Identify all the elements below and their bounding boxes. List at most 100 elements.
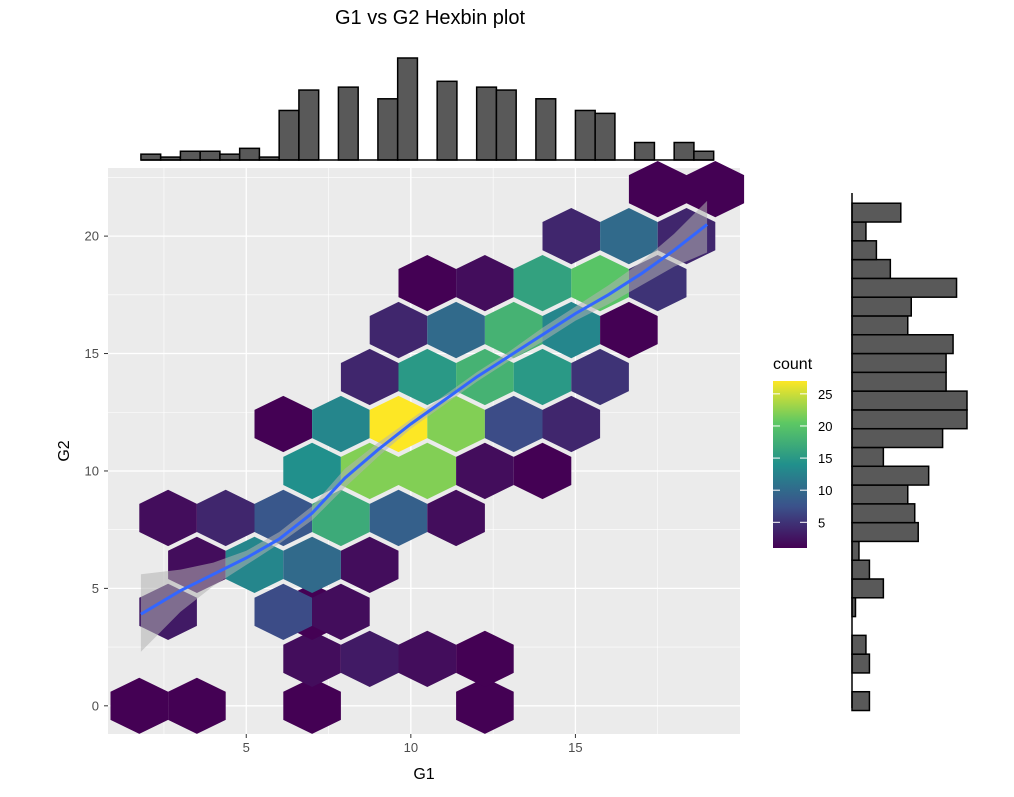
hexbin-cell [369,395,428,453]
hexbin-cell [456,630,514,687]
hexbin-cell [513,348,572,406]
right-histogram-bar [851,446,885,468]
hexbin-cell [340,536,399,593]
hexbin-cell [398,442,457,500]
y-tick-label: 5 [92,581,99,596]
hexbin-cell [456,677,514,734]
top-histogram-bar [199,150,221,161]
hexbin-cell [283,536,341,593]
legend-ticks: 5 10 15 20 25 [773,387,832,530]
top-marginal-histogram [140,57,715,161]
top-histogram-bar [673,141,695,161]
top-histogram-bar [475,86,498,161]
legend-tick-label: 15 [818,451,832,466]
hexbin-cell [254,489,313,547]
hexbin-cell [686,161,745,218]
hexbin-cell [340,630,399,687]
hexbin-cell [484,395,543,453]
right-histogram-bar [851,690,871,712]
hexbin-cell [340,442,399,500]
y-tick-label: 0 [92,698,99,713]
legend-title: count [773,356,813,373]
top-histogram-bar [219,153,241,161]
chart-title: G1 vs G2 Hexbin plot [335,7,526,29]
hexbin-cell [398,348,457,406]
right-histogram-bar [851,578,885,599]
hexbin-cell [456,255,514,312]
right-histogram-bar [851,221,867,242]
legend-tick-label: 10 [818,483,832,498]
hexbin-cell [398,630,457,687]
right-histogram-bar [851,484,909,505]
top-histogram-bar [396,57,419,161]
right-histogram-bar [851,559,871,580]
right-histogram-bar [851,521,919,543]
right-histogram-bar [851,240,878,261]
top-histogram-bar [140,153,162,161]
right-histogram-bar [851,634,867,655]
hexbin-cell [225,536,284,593]
hexbin-cell [542,301,601,359]
hexbin-cell [427,395,485,453]
right-histogram-bar [851,202,902,223]
legend-tick-label: 25 [818,387,832,402]
top-histogram-bar [535,98,557,161]
confidence-band [140,200,708,652]
legend-colorbar [773,381,807,548]
hexbin-cell [196,489,255,547]
hexbin-cell [398,255,457,312]
smooth-line [140,223,709,616]
right-histogram-bar [851,390,968,411]
right-histogram-bar [851,371,947,392]
hexbin-cell [340,348,399,406]
top-histogram-bar [337,86,359,161]
right-marginal-histogram [851,193,968,712]
top-histogram-bar [436,80,458,161]
right-histogram-bar [851,315,909,336]
hexbin-cell [628,161,687,218]
right-histogram-bar [851,409,968,430]
hexbin-cell [312,395,370,453]
hexbin-cell [139,489,197,547]
x-tick-label: 15 [568,740,582,755]
x-tick-label: 10 [404,740,418,755]
top-histogram-bar [298,89,320,161]
y-tick-label: 20 [85,229,99,244]
hexbin-cell [283,630,341,687]
right-histogram-bar [851,427,944,449]
hexbin-cell [254,395,313,453]
right-histogram-bar [851,277,958,298]
y-tick-label: 10 [85,463,99,478]
x-axis-title: G1 [413,766,434,783]
top-histogram-bar [238,147,261,161]
right-histogram-bar [851,296,912,317]
hexbin-cell [571,348,629,406]
hexbin-cell [600,208,658,265]
hexbin-cell [427,489,485,547]
x-tick-label: 5 [243,740,250,755]
hexbin-cell [542,395,601,453]
color-legend: count 5 10 15 20 25 [773,356,832,548]
legend-tick-label: 20 [818,419,832,434]
right-histogram-bar [851,352,947,374]
top-histogram-bar [495,89,517,161]
top-histogram-bar [594,112,616,161]
right-histogram-bar [851,333,954,355]
hexbin-cell [369,301,428,359]
hexbin-cell [542,208,601,265]
hexbin-cell [513,442,572,500]
top-histogram-bar [574,109,596,161]
hexbin-cell [600,301,658,359]
smooth-line-layer [140,200,709,652]
hexbin-cell [456,442,514,500]
y-axis-title: G2 [56,440,73,461]
hexbin-cell [283,677,341,734]
top-histogram-bar [693,150,715,161]
right-histogram-bar [851,653,871,674]
hexbin-cell [427,301,485,359]
x-axis-ticks: 5 10 15 [243,734,583,755]
right-histogram-bar [851,258,892,280]
hexbin-cell [168,677,226,734]
hexbin-cell [254,583,313,640]
